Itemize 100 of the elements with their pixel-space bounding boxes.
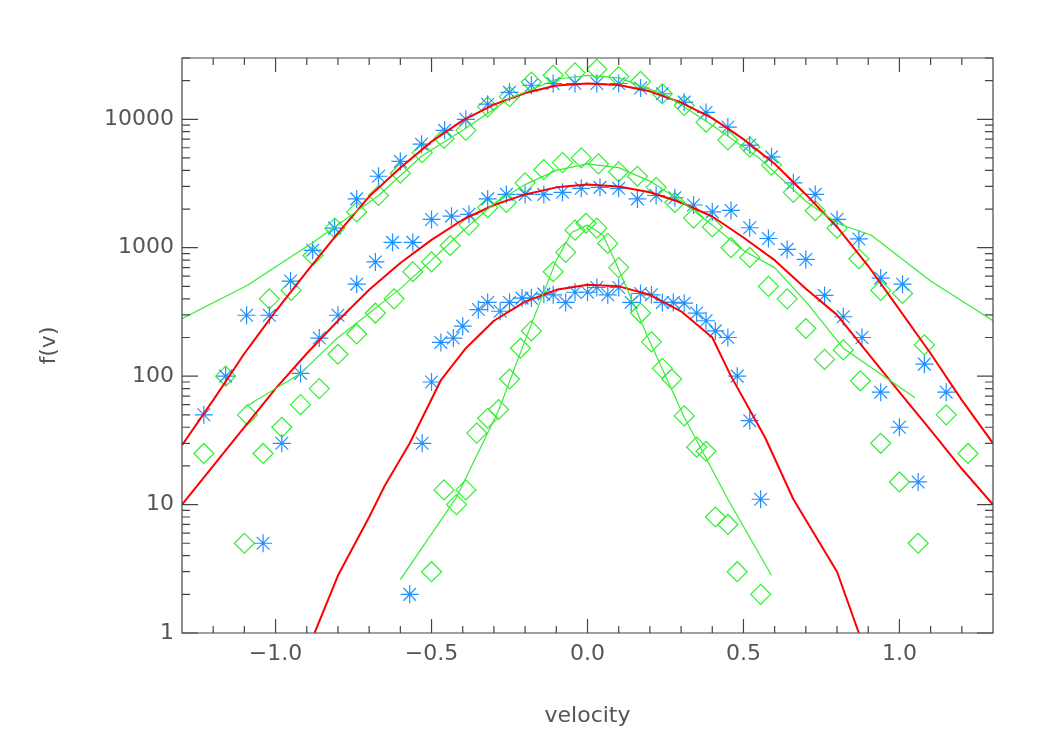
point xyxy=(849,370,872,392)
point xyxy=(586,58,608,80)
point xyxy=(520,320,542,342)
x-tick-label: 1.0 xyxy=(881,639,917,665)
point xyxy=(826,217,848,239)
point xyxy=(957,442,979,465)
point xyxy=(629,302,652,324)
point xyxy=(477,407,499,429)
point xyxy=(609,277,629,298)
point xyxy=(871,382,891,402)
point xyxy=(490,301,510,321)
point xyxy=(621,292,641,313)
point xyxy=(740,218,760,238)
point xyxy=(383,288,405,310)
point xyxy=(674,92,694,112)
point xyxy=(587,153,610,175)
point xyxy=(477,197,499,219)
point xyxy=(271,416,293,438)
point xyxy=(626,165,649,187)
x-tick-label: −1.0 xyxy=(248,639,303,665)
point xyxy=(411,134,432,154)
point xyxy=(833,307,853,327)
point xyxy=(814,285,835,306)
point xyxy=(597,232,619,255)
point xyxy=(365,252,385,272)
point xyxy=(389,162,411,184)
point xyxy=(702,202,722,222)
point xyxy=(848,248,870,270)
point xyxy=(552,182,573,202)
point xyxy=(458,214,480,236)
point xyxy=(686,436,708,458)
point xyxy=(777,239,797,260)
point xyxy=(705,321,725,341)
point xyxy=(328,305,348,325)
point xyxy=(236,404,259,426)
point xyxy=(466,422,488,444)
point xyxy=(194,405,214,425)
point xyxy=(598,285,618,305)
point xyxy=(696,102,716,123)
point xyxy=(445,493,468,516)
point xyxy=(664,191,686,214)
x-tick-label: −0.5 xyxy=(404,639,459,665)
point xyxy=(645,176,667,198)
point xyxy=(704,506,726,528)
point xyxy=(233,532,255,554)
point xyxy=(280,271,301,291)
point xyxy=(852,327,872,348)
point xyxy=(575,212,597,234)
point xyxy=(456,109,476,129)
point xyxy=(761,147,782,167)
point xyxy=(796,249,816,270)
point xyxy=(721,200,741,221)
point xyxy=(403,232,423,252)
point xyxy=(751,489,771,509)
point xyxy=(236,305,257,325)
point xyxy=(565,73,585,94)
point xyxy=(870,279,892,302)
point xyxy=(740,411,760,431)
point xyxy=(431,332,451,353)
point xyxy=(813,348,836,370)
point xyxy=(478,292,498,313)
point xyxy=(347,274,367,294)
point xyxy=(913,334,935,356)
y-tick-label: 10 xyxy=(146,490,174,516)
point xyxy=(433,479,455,501)
point xyxy=(252,442,274,465)
point xyxy=(512,288,532,308)
point xyxy=(849,229,869,249)
point xyxy=(514,172,536,194)
point xyxy=(498,368,521,390)
point xyxy=(468,299,488,320)
point xyxy=(564,219,586,241)
point xyxy=(695,440,717,462)
point xyxy=(936,382,956,402)
point xyxy=(498,86,521,108)
point xyxy=(327,343,349,365)
point xyxy=(871,268,891,288)
point xyxy=(308,377,330,400)
point xyxy=(400,584,420,604)
point xyxy=(750,583,772,605)
point xyxy=(577,282,598,302)
point xyxy=(555,241,577,263)
point xyxy=(586,217,608,239)
point xyxy=(608,257,630,279)
point xyxy=(717,513,739,536)
point xyxy=(488,398,510,421)
point xyxy=(661,368,683,390)
point xyxy=(892,274,913,294)
point xyxy=(453,316,473,336)
point xyxy=(717,129,739,151)
point xyxy=(776,288,798,310)
point xyxy=(346,201,368,223)
point xyxy=(696,311,716,331)
point xyxy=(570,147,592,169)
point xyxy=(390,151,410,171)
point xyxy=(382,232,403,252)
point xyxy=(674,293,694,313)
point xyxy=(608,65,630,88)
point xyxy=(663,292,683,313)
point xyxy=(646,185,666,206)
